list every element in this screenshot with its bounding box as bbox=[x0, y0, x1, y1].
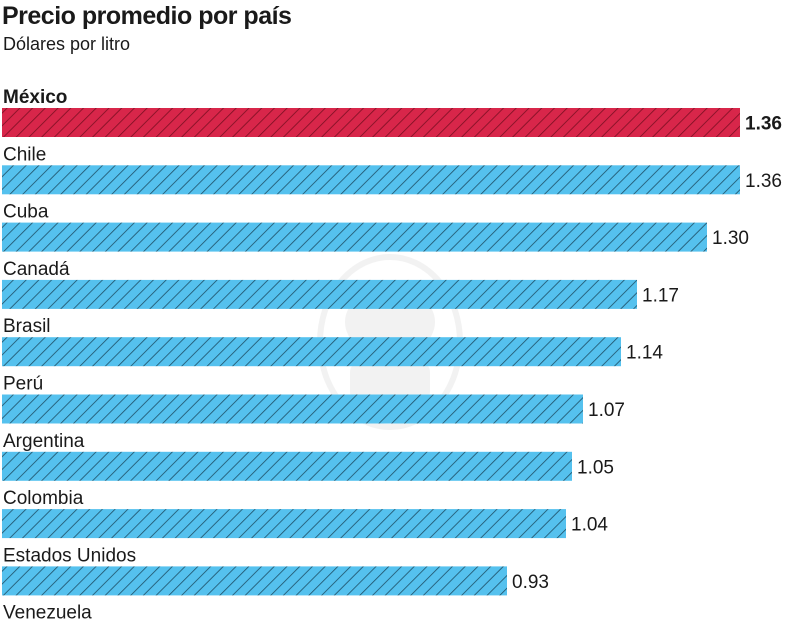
bar bbox=[2, 222, 707, 252]
category-label: Colombia bbox=[3, 488, 84, 509]
bar bbox=[2, 394, 583, 424]
category-label: Estados Unidos bbox=[3, 545, 136, 566]
category-label: Canadá bbox=[3, 259, 70, 280]
value-label: 1.07 bbox=[588, 400, 625, 421]
value-label: 1.05 bbox=[577, 457, 614, 478]
value-label: 1.04 bbox=[571, 515, 608, 536]
value-label: 1.30 bbox=[712, 228, 749, 249]
value-label: 0.93 bbox=[512, 572, 549, 593]
category-label: México bbox=[3, 87, 67, 108]
value-label: 1.14 bbox=[626, 343, 663, 364]
category-label: Cuba bbox=[3, 202, 49, 223]
category-label: Venezuela bbox=[3, 603, 92, 624]
chart-subtitle: Dólares por litro bbox=[3, 34, 131, 54]
bar bbox=[2, 165, 740, 195]
chart-title: Precio promedio por país bbox=[2, 2, 292, 30]
bar bbox=[2, 337, 621, 367]
bar bbox=[2, 451, 572, 481]
bar bbox=[2, 108, 740, 137]
bar bbox=[2, 509, 566, 539]
value-label: 1.36 bbox=[745, 114, 782, 135]
category-label: Chile bbox=[3, 144, 46, 165]
value-label: 1.36 bbox=[745, 171, 782, 192]
category-label: Perú bbox=[3, 374, 43, 395]
bar bbox=[2, 279, 637, 309]
category-label: Brasil bbox=[3, 316, 51, 337]
value-label: 1.17 bbox=[642, 285, 679, 306]
category-label: Argentina bbox=[3, 431, 85, 452]
bar bbox=[2, 566, 507, 596]
